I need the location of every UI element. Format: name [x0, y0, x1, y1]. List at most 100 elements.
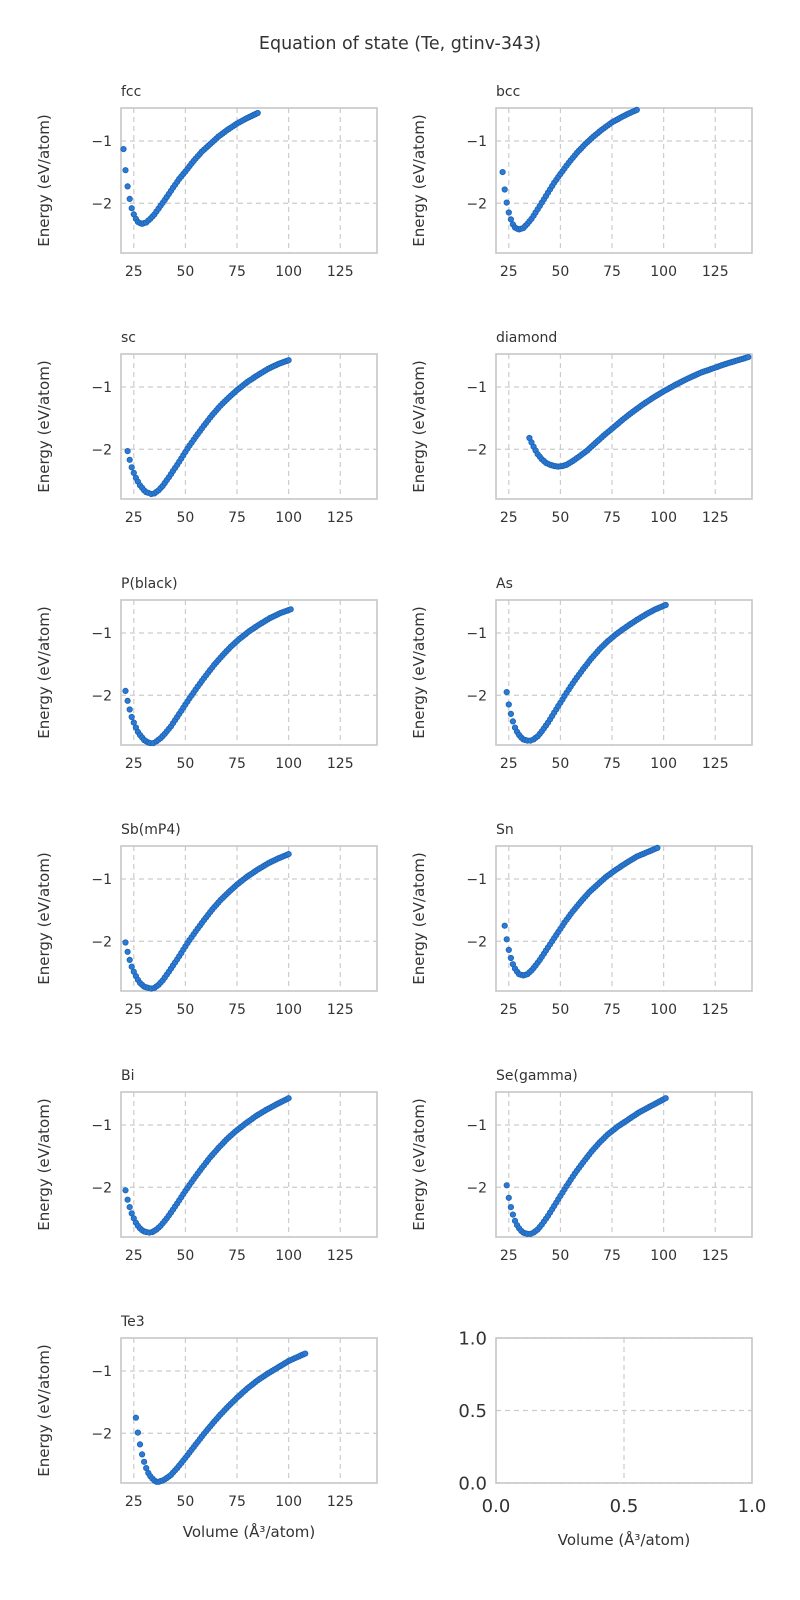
y-tick-label: −2: [91, 934, 112, 950]
x-tick-label: 125: [702, 756, 729, 772]
x-tick-label: 75: [603, 510, 621, 526]
plot-frame: [120, 353, 378, 500]
x-tick-label: 25: [125, 1494, 143, 1510]
gridlines: [496, 600, 752, 745]
y-axis-label: Energy (eV/atom): [35, 114, 53, 246]
plot-frame: [495, 107, 753, 254]
y-axis-label: Energy (eV/atom): [35, 1344, 53, 1476]
x-tick-label: 100: [275, 510, 302, 526]
y-tick-label: −2: [466, 688, 487, 704]
data-points: [503, 1095, 669, 1238]
x-tick-label: 100: [650, 756, 677, 772]
x-tick-label: 125: [702, 1248, 729, 1264]
subplot-Sn: Sn 25 50 75 100 125 −1 −2 Energy (eV/atom): [410, 822, 753, 1018]
x-tick-label: 50: [176, 756, 194, 772]
x-tick-label: 75: [228, 1002, 246, 1018]
subplot-Te3: Te3 25 50 75 100 125 −1 −2 Energy (eV/atom) Volum…: [35, 1314, 378, 1541]
x-tick-label: 50: [551, 1248, 569, 1264]
subplot-title: diamond: [496, 330, 557, 346]
subplot-title: As: [496, 576, 513, 592]
data-points: [120, 109, 261, 227]
x-tick-label: 125: [702, 1002, 729, 1018]
data-points: [526, 353, 752, 470]
gridlines: [496, 846, 752, 991]
y-axis-label: Energy (eV/atom): [35, 852, 53, 984]
data-points: [122, 850, 292, 992]
plot-frame: [120, 1337, 378, 1484]
x-tick-label: 25: [500, 1248, 518, 1264]
gridlines: [121, 354, 377, 499]
plot-frame: [120, 107, 378, 254]
x-tick-label: 50: [176, 1248, 194, 1264]
subplot-P(black): P(black) 25 50 75 100 125 −1 −2 Energy (eV/atom): [35, 576, 378, 772]
y-axis-label: Energy (eV/atom): [35, 360, 53, 492]
gridlines: [496, 354, 752, 499]
x-tick-label: 50: [551, 756, 569, 772]
y-tick-label: −1: [91, 626, 112, 642]
data-points: [503, 601, 669, 744]
x-tick-label: 25: [125, 264, 143, 280]
y-tick-label: −1: [91, 872, 112, 888]
y-tick-label: −2: [91, 1180, 112, 1196]
plot-frame: [120, 845, 378, 992]
x-tick-label: 100: [275, 264, 302, 280]
y-axis-label: Energy (eV/atom): [410, 1098, 428, 1230]
y-tick-label: −1: [91, 1364, 112, 1380]
x-tick-label: 50: [176, 1002, 194, 1018]
x-tick-label: 50: [176, 510, 194, 526]
y-tick-label: −1: [466, 380, 487, 396]
x-tick-label: 75: [603, 756, 621, 772]
figure-title: Equation of state (Te, gtinv-343): [258, 34, 542, 54]
x-tick-label: 75: [228, 510, 246, 526]
y-tick-label: −1: [466, 872, 487, 888]
x-tick-label: 50: [551, 1002, 569, 1018]
plot-frame: [495, 845, 753, 992]
x-tick-label: 75: [228, 264, 246, 280]
data-points: [122, 606, 294, 747]
x-tick-label: 25: [125, 1002, 143, 1018]
x-tick-label: 25: [125, 756, 143, 772]
y-tick-label: −2: [466, 1180, 487, 1196]
plot-frame: [495, 1091, 753, 1238]
x-tick-label: 25: [125, 1248, 143, 1264]
subplot-As: As 25 50 75 100 125 −1 −2 Energy (eV/atom): [410, 576, 753, 772]
x-tick-label: 25: [500, 1002, 518, 1018]
x-tick-label: 125: [327, 1494, 354, 1510]
x-tick-label: 100: [650, 510, 677, 526]
y-axis-label: Energy (eV/atom): [410, 114, 428, 246]
y-tick-label: −2: [466, 934, 487, 950]
x-tick-label: 100: [275, 1002, 302, 1018]
subplot-sc: sc 25 50 75 100 125 −1 −2 Energy (eV/atom): [35, 330, 378, 526]
y-tick-label: −2: [91, 196, 112, 212]
gridlines: [495, 1337, 753, 1484]
data-points: [122, 1095, 292, 1236]
x-tick-label: 100: [650, 264, 677, 280]
y-tick-label: −2: [91, 1426, 112, 1442]
x-tick-label: 0.5: [610, 1496, 639, 1517]
y-tick-label: −2: [466, 442, 487, 458]
x-tick-label: 75: [603, 264, 621, 280]
y-tick-label: 1.0: [458, 1328, 487, 1349]
x-tick-label: 100: [275, 1248, 302, 1264]
subplot-diamond: diamond 25 50 75 100 125 −1 −2 Energy (eV/atom): [410, 330, 753, 526]
x-tick-label: 25: [500, 510, 518, 526]
y-tick-label: −1: [466, 1118, 487, 1134]
subplot-Se(gamma): Se(gamma) 25 50 75 100 125 −1 −2 Energy (eV/atom…: [410, 1068, 753, 1264]
y-tick-label: −1: [91, 1118, 112, 1134]
x-tick-label: 125: [327, 510, 354, 526]
x-tick-label: 75: [228, 1494, 246, 1510]
y-axis-label: Energy (eV/atom): [410, 606, 428, 738]
x-tick-label: 75: [228, 756, 246, 772]
y-tick-label: −2: [91, 688, 112, 704]
subplot-title: bcc: [496, 84, 520, 100]
y-axis-label: Energy (eV/atom): [35, 606, 53, 738]
y-tick-label: −1: [91, 380, 112, 396]
gridlines: [121, 108, 377, 253]
subplot-title: Bi: [121, 1068, 135, 1084]
x-axis-label: Volume (Å³/atom): [183, 1522, 315, 1541]
data-points: [132, 1350, 309, 1485]
plot-frame: [495, 1337, 753, 1484]
y-tick-label: −1: [466, 626, 487, 642]
